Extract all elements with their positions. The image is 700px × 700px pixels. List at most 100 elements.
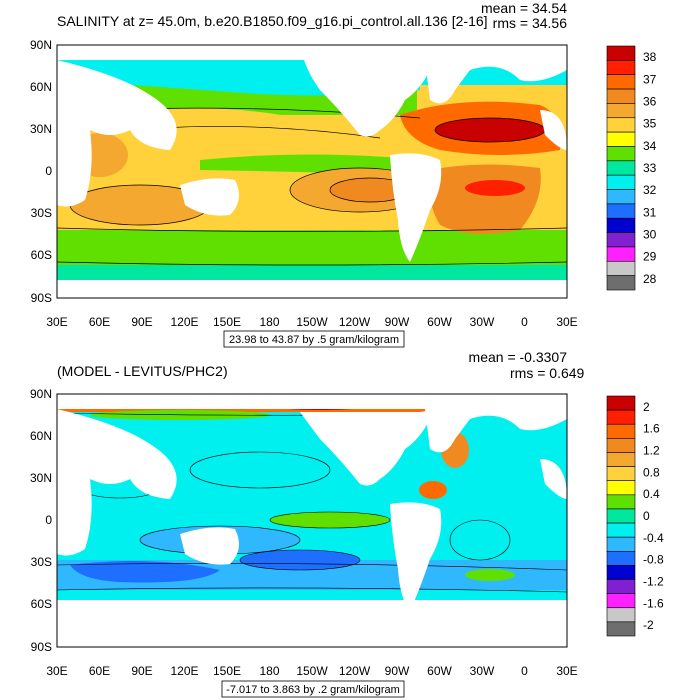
difference-colorbar-swatch — [606, 480, 636, 496]
lon-label: 120W — [339, 315, 371, 329]
australia — [180, 527, 239, 565]
salinity-colorbar-swatch — [606, 217, 636, 233]
difference-colorbar-swatch — [606, 536, 636, 552]
salinity-colorbar-tick-label: 33 — [643, 161, 657, 175]
difference-colorbar-swatch — [606, 607, 636, 623]
difference-colorbar-swatch — [606, 438, 636, 453]
lon-label: 60W — [427, 664, 452, 678]
salinity-range-box — [223, 330, 405, 348]
difference-colorbar-swatch — [606, 508, 636, 524]
salinity-south-indian — [70, 185, 210, 225]
salinity-title: SALINITY at z= 45.0m, b.e20.B1850.f09_g1… — [57, 13, 488, 29]
lon-label: 120E — [170, 664, 198, 678]
antarctica — [57, 280, 567, 298]
difference-colorbar-tick-label: -0.8 — [643, 553, 664, 567]
difference-colorbar-swatch — [606, 593, 636, 609]
salinity-mean: mean = 34.54 — [481, 0, 567, 16]
difference-colorbar-tick-label: 0 — [643, 509, 650, 523]
salinity-south-pacific-core — [330, 178, 410, 202]
difference-title: (MODEL - LEVITUS/PHC2) — [57, 363, 228, 379]
salinity-north-pacific-gyre — [120, 108, 420, 153]
lon-label: 180 — [259, 664, 279, 678]
lat-label: 60S — [31, 597, 52, 611]
lon-label: 0 — [521, 315, 528, 329]
salinity-panel: SALINITY at z= 45.0m, b.e20.B1850.f09_g1… — [30, 0, 657, 348]
salinity-north-atlantic-core — [435, 118, 545, 142]
salinity-colorbar-tick-label: 38 — [643, 50, 657, 64]
difference-panel: (MODEL - LEVITUS/PHC2) mean = -0.3307 rm… — [30, 349, 664, 698]
difference-colorbar-tick-label: 1.2 — [643, 444, 660, 458]
difference-land — [57, 394, 567, 647]
salinity-colorbar-swatch — [606, 260, 636, 276]
lon-label: 180 — [259, 315, 279, 329]
south-america — [390, 153, 442, 262]
salinity-colorbar-tick-label: 34 — [643, 139, 657, 153]
salinity-lon-axis: 30E 60E 90E 120E 150E 180 150W 120W 90W … — [46, 315, 577, 329]
difference-colorbar-tick-label: 0.4 — [643, 487, 660, 501]
salinity-rms: rms = 34.56 — [493, 15, 568, 31]
difference-equatorial-positive — [270, 512, 390, 528]
difference-gulf-stream — [419, 481, 447, 499]
lon-label: 30W — [470, 664, 495, 678]
difference-colorbar-swatch — [606, 494, 636, 510]
lat-label: 90N — [30, 387, 52, 401]
salinity-colorbar-swatch — [606, 232, 636, 248]
lat-label: 30N — [30, 471, 52, 485]
difference-colorbar-swatch — [606, 466, 636, 482]
lon-label: 90W — [385, 315, 410, 329]
difference-range-label: -7.017 to 3.863 by .2 gram/kilogram — [226, 684, 400, 696]
salinity-colorbar-tick-label: 36 — [643, 94, 657, 108]
lon-label: 120E — [170, 315, 198, 329]
lat-label: 60N — [30, 429, 52, 443]
salinity-colorbar-tick-label: 37 — [643, 72, 657, 86]
salinity-lat-axis: 90N 60N 30N 0 30S 60S 90S — [30, 38, 52, 305]
lon-label: 60W — [427, 315, 452, 329]
salinity-colorbar-tick-label: 35 — [643, 117, 657, 131]
difference-colorbar-tick-label: 2 — [643, 400, 650, 414]
salinity-colorbar: 38 37 36 35 34 33 32 31 30 29 28 — [606, 45, 657, 291]
salinity-range-label: 23.98 to 43.87 by .5 gram/kilogram — [229, 334, 399, 346]
difference-range-box — [221, 680, 405, 698]
difference-colorbar-tick-label: -2 — [643, 618, 654, 632]
salinity-colorbar-swatch — [606, 189, 636, 205]
lon-label: 60E — [89, 315, 110, 329]
difference-south-atlantic-green — [465, 569, 515, 581]
lon-label: 90E — [131, 315, 152, 329]
salinity-land — [57, 45, 567, 298]
difference-colorbar-tick-label: -0.4 — [643, 531, 664, 545]
salinity-colorbar-swatch — [606, 131, 636, 147]
salinity-colorbar-swatch — [606, 174, 636, 190]
lat-label: 30S — [31, 555, 52, 569]
salinity-map-frame — [56, 44, 568, 299]
lat-label: 90S — [31, 640, 52, 654]
lat-label: 30S — [31, 206, 52, 220]
lon-label: 30E — [556, 664, 577, 678]
difference-colorbar-swatch — [606, 423, 636, 439]
salinity-colorbar-swatch — [606, 60, 636, 76]
north-america — [300, 412, 430, 486]
salinity-colorbar-swatch — [606, 160, 636, 176]
salinity-colorbar-tick-label: 31 — [643, 205, 657, 219]
salinity-south-atlantic-max — [428, 164, 541, 234]
difference-lon-axis: 30E 60E 90E 120E 150E 180 150W 120W 90W … — [46, 664, 577, 678]
difference-map-frame — [56, 393, 568, 648]
difference-lat-axis: 90N 60N 30N 0 30S 60S 90S — [30, 387, 52, 654]
lon-label: 30E — [46, 315, 67, 329]
lon-label: 150E — [213, 315, 241, 329]
difference-south-indian-negative — [70, 561, 220, 583]
lon-label: 120W — [339, 664, 371, 678]
difference-colorbar-swatch — [606, 565, 636, 580]
lat-label: 60S — [31, 248, 52, 262]
lon-label: 150W — [296, 315, 328, 329]
salinity-colorbar-swatch — [606, 45, 636, 61]
lat-label: 90N — [30, 38, 52, 52]
lon-label: 90E — [131, 664, 152, 678]
lon-label: 90W — [385, 664, 410, 678]
lat-label: 0 — [45, 164, 52, 178]
salinity-colorbar-tick-label: 29 — [643, 250, 657, 264]
lat-label: 90S — [31, 291, 52, 305]
lat-label: 60N — [30, 80, 52, 94]
salinity-colorbar-swatch — [606, 246, 636, 262]
difference-colorbar-tick-label: -1.2 — [643, 574, 664, 588]
